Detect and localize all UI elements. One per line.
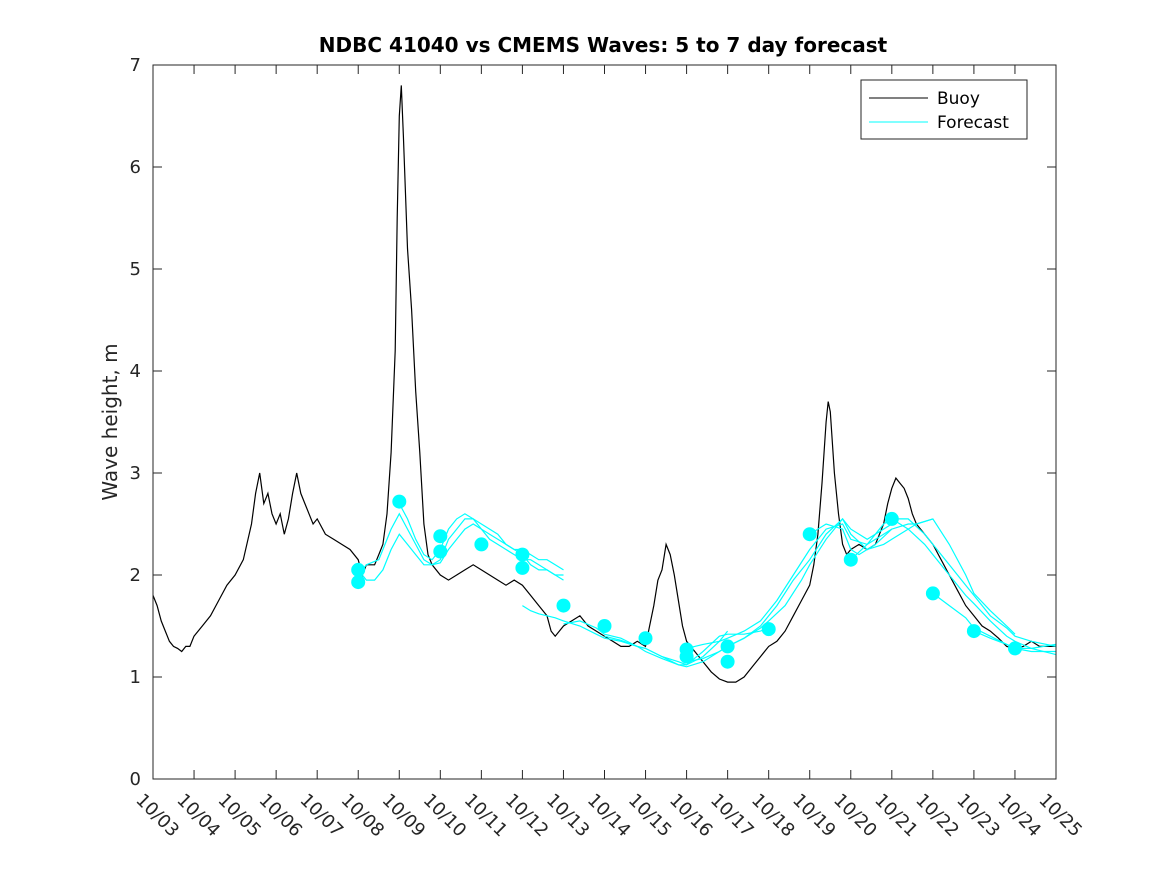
forecast-line	[357, 523, 564, 581]
x-tick-label: 10/23	[952, 790, 1004, 842]
x-tick-label: 10/07	[296, 790, 348, 842]
x-axis: 10/0310/0410/0510/0610/0710/0810/0910/10…	[131, 65, 1086, 841]
forecast-marker	[597, 619, 612, 633]
forecast-marker	[720, 639, 735, 654]
y-tick-label: 7	[130, 55, 141, 76]
x-tick-label: 10/24	[993, 790, 1045, 842]
forecast-marker	[351, 562, 366, 577]
chart-title: NDBC 41040 vs CMEMS Waves: 5 to 7 day fo…	[319, 33, 888, 57]
x-tick-label: 10/17	[706, 790, 758, 842]
x-tick-label: 10/21	[870, 790, 922, 842]
forecast-marker	[433, 544, 448, 559]
buoy-line	[153, 85, 1056, 683]
x-tick-label: 10/08	[337, 790, 389, 842]
forecast-marker	[515, 560, 530, 575]
y-tick-label: 5	[130, 259, 141, 280]
x-tick-label: 10/03	[131, 790, 183, 842]
x-tick-label: 10/10	[419, 790, 471, 842]
forecast-marker	[843, 552, 858, 567]
legend-forecast-label: Forecast	[937, 113, 1009, 133]
forecast-line	[932, 592, 1056, 653]
y-axis: 0 1 2 3 4 5 6 7	[130, 55, 1056, 790]
forecast-marker	[638, 631, 653, 646]
y-tick-label: 1	[130, 667, 141, 688]
y-tick-label: 0	[130, 769, 141, 790]
forecast-marker	[515, 547, 530, 562]
forecast-marker	[474, 537, 489, 552]
forecast-line	[357, 512, 564, 576]
forecast-line	[604, 627, 769, 666]
forecast-markers	[351, 494, 1022, 669]
forecast-line	[398, 503, 564, 576]
x-tick-label: 10/13	[542, 790, 594, 842]
x-tick-label: 10/19	[788, 790, 840, 842]
x-tick-label: 10/05	[214, 790, 266, 842]
legend-buoy-label: Buoy	[937, 89, 980, 109]
forecast-marker	[679, 649, 694, 664]
x-tick-label: 10/18	[747, 790, 799, 842]
forecast-line	[522, 605, 728, 668]
y-axis-label: Wave height, m	[98, 343, 122, 500]
legend: Buoy Forecast	[860, 79, 1028, 140]
x-tick-label: 10/04	[173, 790, 225, 842]
forecast-marker	[1008, 641, 1022, 656]
forecast-series	[357, 503, 1056, 668]
x-tick-label: 10/12	[501, 790, 553, 842]
x-tick-label: 10/11	[460, 790, 512, 842]
forecast-line	[809, 518, 1016, 635]
forecast-marker	[884, 511, 899, 526]
forecast-line	[686, 518, 893, 663]
y-tick-label: 3	[130, 463, 141, 484]
forecast-marker	[351, 575, 366, 590]
forecast-marker	[802, 527, 817, 542]
forecast-marker	[925, 586, 940, 601]
x-tick-label: 10/20	[829, 790, 881, 842]
forecast-marker	[761, 622, 776, 637]
forecast-line	[563, 620, 729, 666]
buoy-series	[153, 85, 1056, 683]
forecast-marker	[433, 529, 448, 544]
x-tick-label: 10/15	[624, 790, 676, 842]
x-tick-label: 10/06	[255, 790, 307, 842]
plot-frame	[152, 64, 1057, 780]
x-tick-label: 10/16	[665, 790, 717, 842]
forecast-marker	[720, 654, 735, 669]
x-tick-label: 10/09	[378, 790, 430, 842]
x-tick-label: 10/14	[583, 790, 635, 842]
y-tick-label: 4	[130, 361, 141, 382]
y-tick-label: 6	[130, 157, 141, 178]
forecast-marker	[556, 598, 571, 613]
x-tick-label: 10/22	[911, 790, 963, 842]
forecast-marker	[966, 624, 981, 639]
x-tick-label: 10/25	[1034, 790, 1086, 842]
y-tick-label: 2	[130, 565, 141, 586]
forecast-marker	[392, 494, 407, 509]
legend-box	[860, 79, 1028, 140]
